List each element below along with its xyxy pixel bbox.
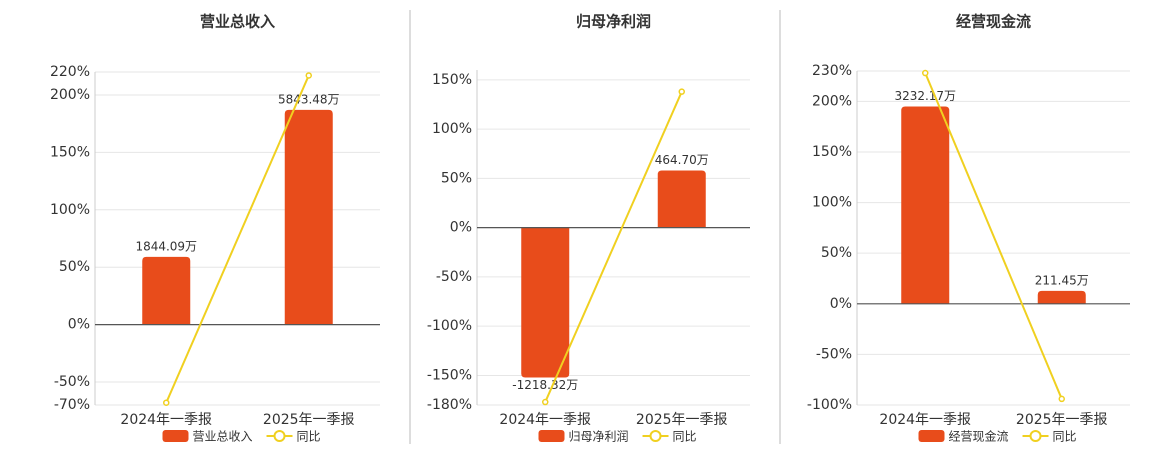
y-tick-label: 150% [432,72,472,88]
y-tick-label: -180% [427,397,472,413]
y-tick-label: 150% [812,144,852,160]
value-label: 464.70万 [655,153,709,167]
line-point [163,399,170,406]
y-tick-label: -50% [54,374,90,390]
y-tick-label: 50% [821,245,852,261]
y-tick-label: 200% [812,93,852,109]
bar [1037,290,1086,304]
y-tick-label: 0% [450,220,472,236]
x-tick-label: 2025年一季报 [263,412,355,428]
value-label: 1844.09万 [135,239,197,253]
legend-swatch [918,430,945,442]
line [544,91,683,403]
line-point [542,398,549,406]
bar [657,170,706,228]
value-label: 3232.17万 [894,89,956,103]
y-tick-label: -100% [807,397,852,413]
line-point [922,69,929,77]
y-tick-label: 230% [812,63,852,79]
x-tick-label: 2024年一季报 [499,412,591,428]
y-tick-label: -50% [816,346,852,362]
chart-title: 营业总收入 [200,13,275,31]
bar [901,106,950,304]
legend-label: 营业总收入 [193,430,253,444]
x-tick-label: 2025年一季报 [1016,412,1108,428]
legend-label: 同比 [1053,430,1077,444]
legend-label: 经营现金流 [949,429,1009,444]
y-tick-label: 200% [50,87,90,103]
legend-label: 归母净利润 [569,430,629,444]
y-tick-label: 100% [432,121,472,137]
chart-title: 经营现金流 [956,13,1031,31]
line [924,72,1063,400]
y-tick-label: -70% [54,397,90,413]
line-point [305,72,312,79]
value-label: 211.45万 [1035,273,1089,287]
legend-swatch [273,430,286,442]
y-tick-label: -50% [436,269,472,285]
x-tick-label: 2024年一季报 [879,412,971,428]
bar [521,227,570,378]
y-tick-label: 220% [50,64,90,80]
line [165,75,310,404]
x-tick-label: 2024年一季报 [120,412,212,428]
legend-swatch [538,430,565,442]
legend-swatch [1029,430,1042,442]
bar [142,256,191,325]
legend-swatch [649,430,662,442]
legend-swatch [162,430,189,442]
bar [284,109,333,325]
y-tick-label: -100% [427,318,472,334]
y-tick-label: 150% [50,144,90,160]
line-point [678,88,685,95]
y-tick-label: -150% [427,367,472,383]
x-tick-label: 2025年一季报 [636,412,728,428]
y-tick-label: 50% [441,170,472,186]
y-tick-label: 0% [68,317,90,333]
y-tick-label: 50% [59,259,90,275]
line-point [1058,395,1065,403]
legend-label: 同比 [297,430,321,444]
chart-title: 归母净利润 [576,13,651,31]
value-label: 5843.48万 [278,92,340,106]
y-tick-label: 100% [812,195,852,211]
legend-label: 同比 [673,430,697,444]
value-label: -1218.32万 [512,378,578,392]
y-tick-label: 100% [50,202,90,218]
y-tick-label: 0% [830,296,852,312]
